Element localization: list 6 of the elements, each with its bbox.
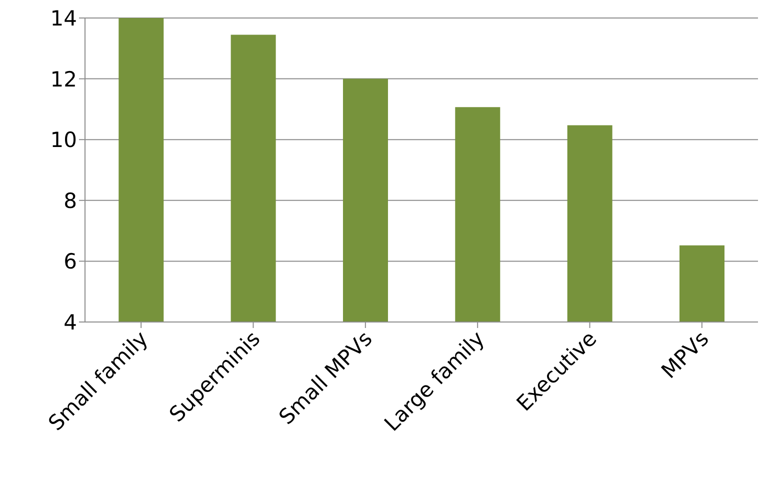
y-tick-label: 12	[50, 67, 77, 92]
y-tick-label: 8	[64, 188, 77, 213]
y-tick-label: 6	[64, 250, 77, 274]
y-tick-label: 4	[64, 310, 77, 334]
y-tick-label: 10	[50, 128, 77, 152]
y-tick-label: 14	[50, 6, 77, 30]
